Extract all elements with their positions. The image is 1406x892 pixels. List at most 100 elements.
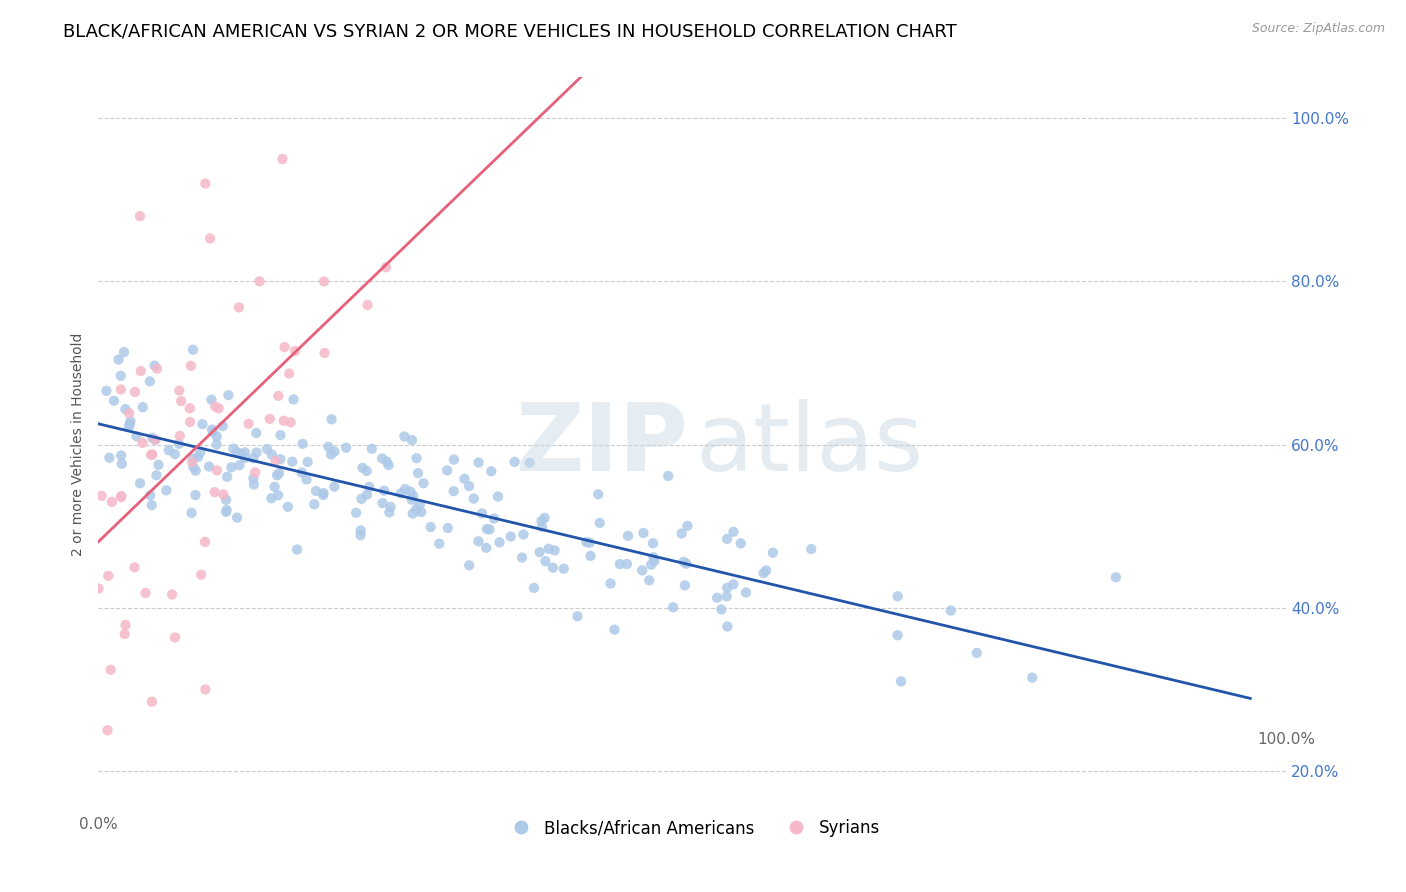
Point xyxy=(643,550,665,565)
Point xyxy=(112,345,135,359)
Point xyxy=(233,450,256,465)
Point xyxy=(312,486,335,500)
Point xyxy=(107,352,129,367)
Point xyxy=(205,437,228,451)
Y-axis label: 2 or more Vehicles in Household: 2 or more Vehicles in Household xyxy=(72,333,86,557)
Point xyxy=(530,520,553,534)
Point xyxy=(204,400,226,414)
Point xyxy=(471,506,494,520)
Point xyxy=(467,534,489,549)
Point xyxy=(181,343,204,357)
Point xyxy=(167,437,190,451)
Point xyxy=(96,723,118,738)
Point xyxy=(643,554,665,568)
Point xyxy=(198,231,221,245)
Point xyxy=(134,586,156,600)
Point xyxy=(567,609,589,624)
Point xyxy=(723,577,745,591)
Point xyxy=(533,511,555,525)
Point xyxy=(377,458,399,472)
Point xyxy=(375,454,398,468)
Point xyxy=(579,549,602,563)
Text: ZIP: ZIP xyxy=(516,399,689,491)
Point xyxy=(141,447,163,461)
Point xyxy=(344,506,367,520)
Point xyxy=(146,361,169,376)
Point xyxy=(120,414,142,428)
Point xyxy=(716,590,738,604)
Point xyxy=(411,505,433,519)
Point xyxy=(110,383,132,397)
Point xyxy=(323,444,346,458)
Point xyxy=(676,519,699,533)
Point xyxy=(114,402,136,417)
Point xyxy=(110,489,132,503)
Point xyxy=(148,458,170,472)
Point xyxy=(179,415,201,429)
Point xyxy=(139,488,162,502)
Point xyxy=(285,542,308,557)
Point xyxy=(350,491,373,506)
Point xyxy=(318,440,340,454)
Point xyxy=(671,526,693,541)
Point xyxy=(141,695,163,709)
Point xyxy=(245,466,267,480)
Point xyxy=(752,566,775,581)
Point xyxy=(264,454,287,468)
Point xyxy=(730,536,752,550)
Point xyxy=(401,433,423,447)
Point xyxy=(226,510,249,524)
Point xyxy=(96,384,118,398)
Point xyxy=(124,384,146,399)
Point xyxy=(350,524,373,538)
Point xyxy=(129,364,152,378)
Point xyxy=(399,484,422,499)
Point xyxy=(131,435,153,450)
Point xyxy=(458,479,481,493)
Point xyxy=(305,483,328,498)
Point xyxy=(373,483,395,498)
Point xyxy=(436,521,458,535)
Point xyxy=(427,537,450,551)
Point xyxy=(183,460,205,475)
Point xyxy=(267,488,290,502)
Point xyxy=(371,451,394,466)
Point xyxy=(297,455,319,469)
Point xyxy=(118,417,141,431)
Point xyxy=(312,275,335,289)
Point xyxy=(205,429,228,443)
Point xyxy=(488,535,510,549)
Point xyxy=(263,480,285,494)
Point xyxy=(616,557,638,571)
Point xyxy=(184,464,207,478)
Point xyxy=(529,545,551,559)
Point xyxy=(356,298,378,312)
Point xyxy=(266,468,288,483)
Point xyxy=(371,496,394,510)
Point xyxy=(180,359,202,373)
Point xyxy=(603,623,626,637)
Point xyxy=(356,487,378,501)
Point xyxy=(273,340,295,354)
Point xyxy=(482,511,505,525)
Point xyxy=(291,437,314,451)
Point xyxy=(143,359,166,373)
Point xyxy=(586,487,609,501)
Point xyxy=(599,576,621,591)
Point xyxy=(463,491,485,506)
Point xyxy=(503,455,526,469)
Point xyxy=(486,490,509,504)
Text: Source: ZipAtlas.com: Source: ZipAtlas.com xyxy=(1251,22,1385,36)
Point xyxy=(114,618,136,632)
Point xyxy=(349,528,371,542)
Point xyxy=(212,487,235,501)
Point xyxy=(394,482,416,496)
Point xyxy=(271,152,294,166)
Point xyxy=(662,600,685,615)
Point xyxy=(200,392,222,407)
Point xyxy=(401,492,423,507)
Point xyxy=(1105,570,1128,584)
Point xyxy=(475,522,498,536)
Point xyxy=(242,451,264,466)
Point xyxy=(169,429,191,443)
